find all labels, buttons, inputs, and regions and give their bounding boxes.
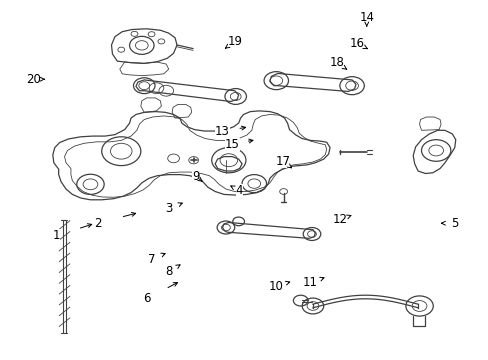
Text: 11: 11 xyxy=(303,276,317,289)
Text: 3: 3 xyxy=(164,202,172,215)
Text: 15: 15 xyxy=(224,138,239,150)
Text: 18: 18 xyxy=(329,57,344,69)
Text: 16: 16 xyxy=(349,37,364,50)
Text: 4: 4 xyxy=(235,184,243,197)
Text: 9: 9 xyxy=(191,170,199,183)
Text: 19: 19 xyxy=(227,35,242,48)
Text: 13: 13 xyxy=(215,125,229,138)
Text: 5: 5 xyxy=(450,217,458,230)
Text: 7: 7 xyxy=(147,253,155,266)
Text: 12: 12 xyxy=(332,213,346,226)
Text: 14: 14 xyxy=(359,11,373,24)
Text: 2: 2 xyxy=(94,217,102,230)
Text: 1: 1 xyxy=(52,229,60,242)
Text: 6: 6 xyxy=(142,292,150,305)
Text: 17: 17 xyxy=(276,156,290,168)
Text: 20: 20 xyxy=(26,73,41,86)
Text: 10: 10 xyxy=(268,280,283,293)
Text: 8: 8 xyxy=(164,265,172,278)
